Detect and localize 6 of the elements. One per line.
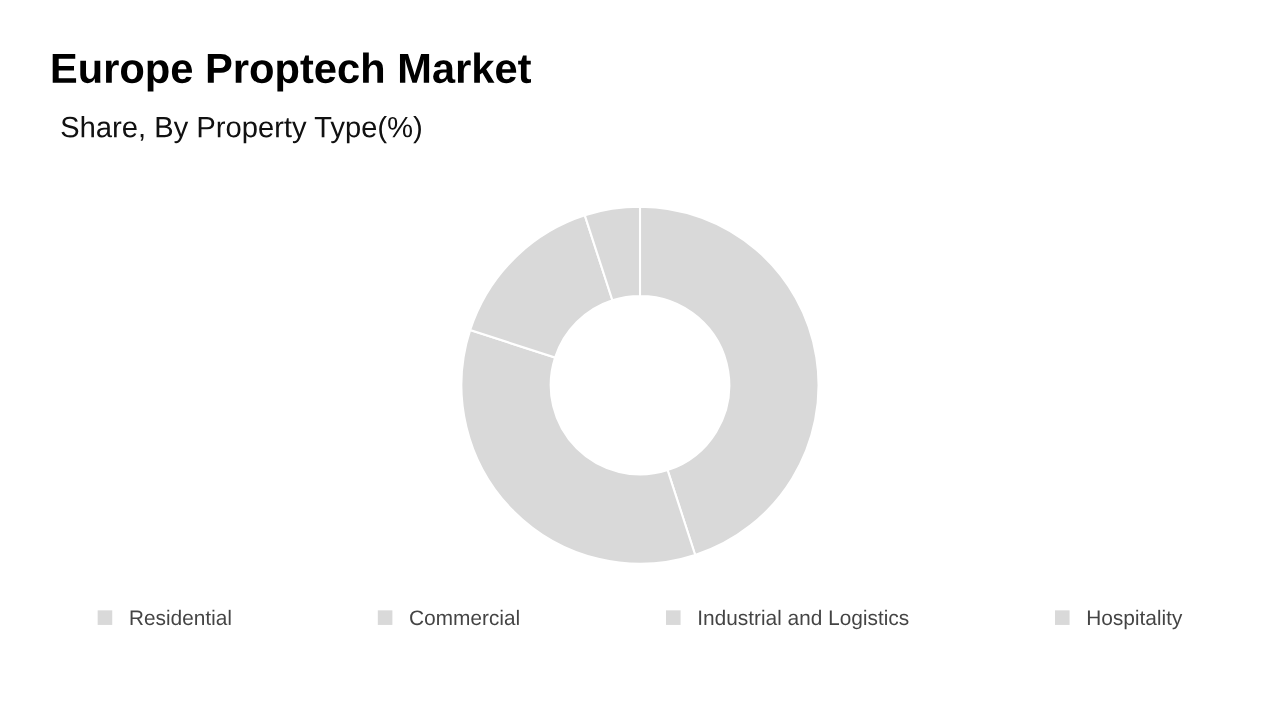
chart-title: Europe Proptech Market [52, 52, 531, 92]
legend-label: Hospitality [1087, 609, 1183, 630]
legend-label: Industrial and Logistics [699, 609, 909, 630]
legend-label: Commercial [410, 609, 519, 626]
legend-label: Residential [130, 609, 231, 626]
chart-subtitle: Share, By Property Type(%) [61, 116, 421, 144]
